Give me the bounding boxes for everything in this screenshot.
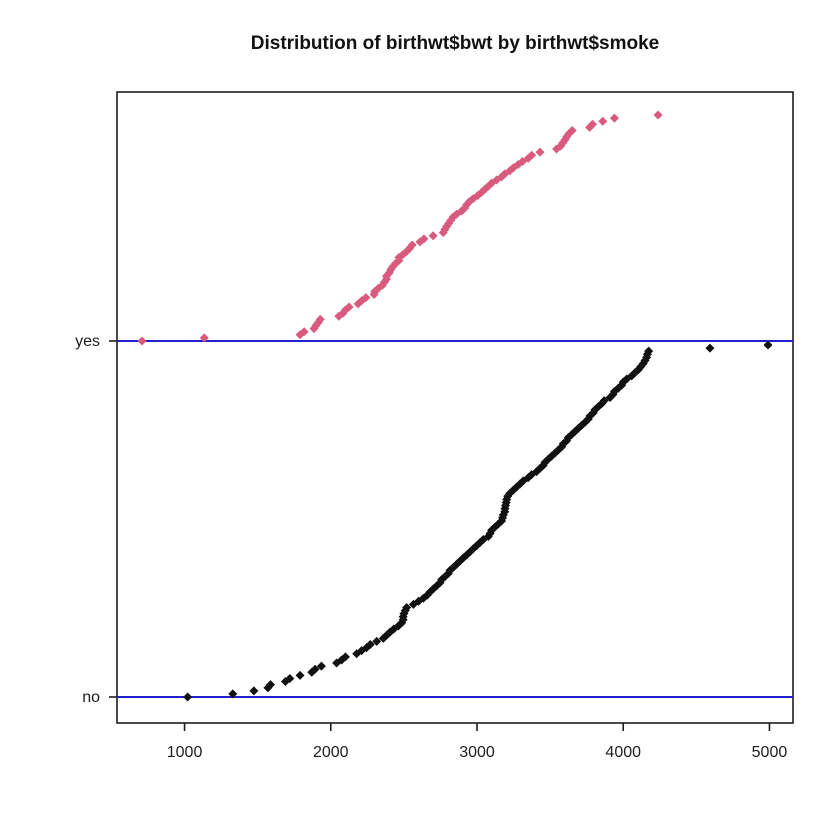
plot-border xyxy=(116,91,794,724)
data-point-no xyxy=(644,346,654,356)
x-axis-tick-label: 2000 xyxy=(313,744,349,761)
data-point-no xyxy=(266,680,276,690)
data-point-no xyxy=(340,652,350,662)
data-point-yes xyxy=(407,240,417,250)
data-point-no xyxy=(763,340,773,350)
y-axis-tick-label: yes xyxy=(75,333,100,350)
data-point-yes xyxy=(598,116,608,126)
chart-title: Distribution of birthwt$bwt by birthwt$s… xyxy=(250,33,660,54)
x-axis-tick-label: 1000 xyxy=(167,744,203,761)
data-point-yes xyxy=(588,119,598,129)
data-point-yes xyxy=(419,234,429,244)
data-point-no xyxy=(285,673,295,683)
y-axis-tick-label: no xyxy=(82,689,100,706)
data-point-no xyxy=(365,640,375,650)
data-point-no xyxy=(402,602,412,612)
data-point-yes xyxy=(299,327,309,337)
data-point-no xyxy=(705,343,715,353)
data-point-yes xyxy=(344,302,354,312)
data-point-no xyxy=(249,686,259,696)
x-axis-tick-label: 4000 xyxy=(605,744,641,761)
data-point-yes xyxy=(567,125,577,135)
data-point-no xyxy=(183,692,193,702)
data-point-yes xyxy=(609,113,619,123)
data-point-yes xyxy=(361,293,371,303)
data-point-yes xyxy=(199,333,209,343)
x-axis-tick-label: 3000 xyxy=(459,744,495,761)
data-point-yes xyxy=(527,150,537,160)
data-point-no xyxy=(372,636,382,646)
x-axis-tick-label: 5000 xyxy=(752,744,788,761)
data-point-no xyxy=(228,689,238,699)
data-point-no xyxy=(505,488,515,498)
data-point-no xyxy=(295,670,305,680)
data-point-no xyxy=(316,661,326,671)
data-point-yes xyxy=(535,147,545,157)
data-point-no xyxy=(310,664,320,674)
data-point-yes xyxy=(428,231,438,241)
data-point-yes xyxy=(653,110,663,120)
data-point-yes xyxy=(137,336,147,346)
data-point-yes xyxy=(505,166,515,176)
data-point-yes xyxy=(315,314,325,324)
